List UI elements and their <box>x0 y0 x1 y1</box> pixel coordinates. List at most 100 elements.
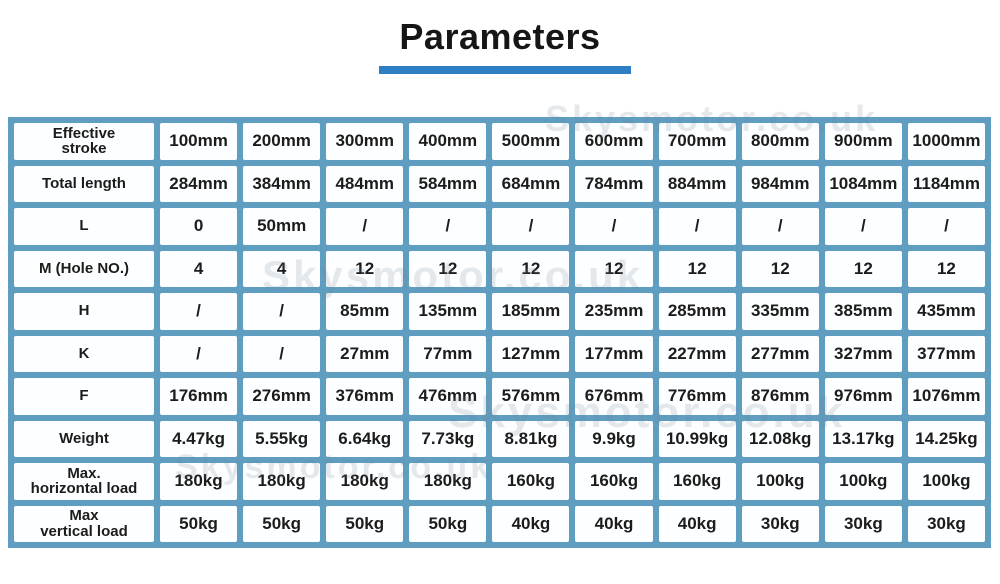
value-cell: 484mm <box>326 165 404 202</box>
value-cell: 100kg <box>741 463 819 500</box>
value-cell: 576mm <box>492 378 570 415</box>
value-cell: 384mm <box>243 165 321 202</box>
value-cell: 12 <box>326 250 404 287</box>
value-cell: 85mm <box>326 293 404 330</box>
value-cell: 335mm <box>741 293 819 330</box>
value-cell: 676mm <box>575 378 653 415</box>
value-cell: / <box>824 208 902 245</box>
value-cell: 376mm <box>326 378 404 415</box>
value-cell: 30kg <box>907 505 985 542</box>
value-cell: 900mm <box>824 123 902 160</box>
value-cell: 50kg <box>409 505 487 542</box>
value-cell: 27mm <box>326 335 404 372</box>
value-cell: 40kg <box>492 505 570 542</box>
value-cell: 30kg <box>741 505 819 542</box>
value-cell: 435mm <box>907 293 985 330</box>
value-cell: 180kg <box>160 463 238 500</box>
value-cell: / <box>658 208 736 245</box>
value-cell: 277mm <box>741 335 819 372</box>
value-cell: 100mm <box>160 123 238 160</box>
value-cell: 1084mm <box>824 165 902 202</box>
value-cell: / <box>409 208 487 245</box>
value-cell: 800mm <box>741 123 819 160</box>
value-cell: 12 <box>741 250 819 287</box>
value-cell: 600mm <box>575 123 653 160</box>
row-label: K <box>14 335 154 372</box>
value-cell: 77mm <box>409 335 487 372</box>
value-cell: 50kg <box>160 505 238 542</box>
value-cell: 976mm <box>824 378 902 415</box>
row-label: Total length <box>14 165 154 202</box>
row-label: Effective stroke <box>14 123 154 160</box>
value-cell: 14.25kg <box>907 420 985 457</box>
value-cell: 235mm <box>575 293 653 330</box>
value-cell: 4.47kg <box>160 420 238 457</box>
value-cell: 6.64kg <box>326 420 404 457</box>
value-cell: / <box>160 293 238 330</box>
value-cell: 584mm <box>409 165 487 202</box>
value-cell: / <box>243 293 321 330</box>
value-cell: 385mm <box>824 293 902 330</box>
value-cell: / <box>243 335 321 372</box>
value-cell: 1184mm <box>907 165 985 202</box>
value-cell: 1000mm <box>907 123 985 160</box>
value-cell: 12 <box>907 250 985 287</box>
value-cell: 135mm <box>409 293 487 330</box>
value-cell: 177mm <box>575 335 653 372</box>
row-label: Weight <box>14 420 154 457</box>
value-cell: 100kg <box>907 463 985 500</box>
value-cell: 180kg <box>243 463 321 500</box>
value-cell: 160kg <box>575 463 653 500</box>
value-cell: 500mm <box>492 123 570 160</box>
value-cell: 1076mm <box>907 378 985 415</box>
value-cell: 12 <box>575 250 653 287</box>
value-cell: / <box>326 208 404 245</box>
value-cell: 4 <box>160 250 238 287</box>
value-cell: 12 <box>492 250 570 287</box>
value-cell: 276mm <box>243 378 321 415</box>
value-cell: 400mm <box>409 123 487 160</box>
value-cell: / <box>575 208 653 245</box>
row-label: L <box>14 208 154 245</box>
parameters-table: Effective stroke 100mm 200mm 300mm 400mm 500m… <box>8 117 991 548</box>
value-cell: 176mm <box>160 378 238 415</box>
value-cell: / <box>741 208 819 245</box>
value-cell: 10.99kg <box>658 420 736 457</box>
row-label: M (Hole NO.) <box>14 250 154 287</box>
page-title: Parameters <box>399 16 601 57</box>
title-underline <box>379 66 631 74</box>
value-cell: 884mm <box>658 165 736 202</box>
value-cell: 285mm <box>658 293 736 330</box>
value-cell: / <box>907 208 985 245</box>
row-label: F <box>14 378 154 415</box>
value-cell: 784mm <box>575 165 653 202</box>
value-cell: 5.55kg <box>243 420 321 457</box>
value-cell: 185mm <box>492 293 570 330</box>
value-cell: 0 <box>160 208 238 245</box>
value-cell: 12 <box>409 250 487 287</box>
value-cell: 180kg <box>326 463 404 500</box>
value-cell: 8.81kg <box>492 420 570 457</box>
value-cell: 300mm <box>326 123 404 160</box>
value-cell: 377mm <box>907 335 985 372</box>
value-cell: 40kg <box>658 505 736 542</box>
value-cell: / <box>492 208 570 245</box>
value-cell: 100kg <box>824 463 902 500</box>
value-cell: 684mm <box>492 165 570 202</box>
value-cell: 30kg <box>824 505 902 542</box>
value-cell: 40kg <box>575 505 653 542</box>
value-cell: 180kg <box>409 463 487 500</box>
value-cell: 984mm <box>741 165 819 202</box>
value-cell: 876mm <box>741 378 819 415</box>
value-cell: / <box>160 335 238 372</box>
value-cell: 4 <box>243 250 321 287</box>
value-cell: 13.17kg <box>824 420 902 457</box>
row-label: Max. horizontal load <box>14 463 154 500</box>
value-cell: 12.08kg <box>741 420 819 457</box>
value-cell: 50kg <box>243 505 321 542</box>
value-cell: 127mm <box>492 335 570 372</box>
value-cell: 12 <box>824 250 902 287</box>
value-cell: 9.9kg <box>575 420 653 457</box>
value-cell: 160kg <box>492 463 570 500</box>
